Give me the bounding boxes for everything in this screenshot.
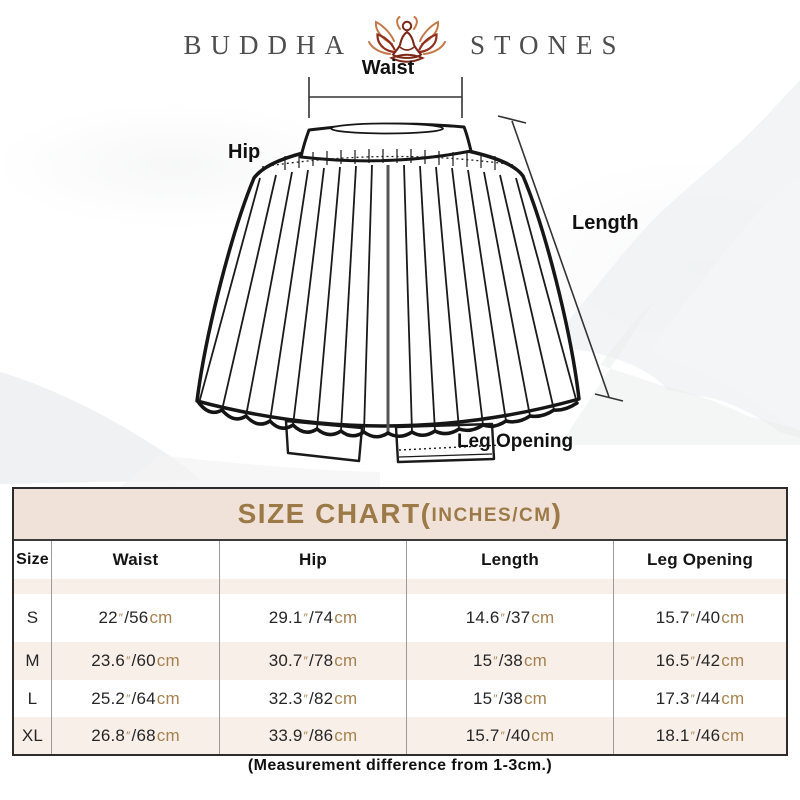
column-header-waist: Waist [52,541,220,579]
measurement-cell: 16.5 ″/42 cm [655,651,745,670]
product-diagram-section: BUDDHA STONES [0,0,800,487]
size-cell: XL [14,717,52,754]
size-chart-title-units: INCHES/CM [431,505,552,526]
measurement-cell: 26.8 ″/68 cm [52,717,220,754]
table-row-l: L 25.2 ″/64 cm 32.3 ″/82 cm 15 ″/38 cm 17.3 ″/4… [14,680,786,717]
spacer-cell [220,579,407,594]
measurement-cell: 18.1 ″/46 cm [655,725,745,745]
measurement-cell: 17.3 ″/44 cm [655,688,745,708]
column-header-hip: Hip [220,541,407,579]
column-header-length: Length [407,541,614,579]
column-header-leg-opening: Leg Opening [646,550,754,569]
measurement-cell: 22 ″/56 cm [52,594,220,642]
table-header-row: Size Waist Hip Length Leg Opening [14,541,786,579]
table-row-s: S 22 ″/56 cm 29.1 ″/74 cm 14.6 ″/37 cm 15.7 ″/4… [14,594,786,642]
table-row-m: M 23.6 ″/60 cm 30.7 ″/78 cm 15 ″/38 cm 16.5 ″/4… [14,642,786,680]
leg-opening-label: Leg Opening [456,431,574,452]
brand-word-right: STONES [469,29,626,60]
hip-label: Hip [228,141,261,163]
measurement-cell: 14.6 ″/37 cm [407,594,614,642]
measurement-cell: 15.7 ″/40 cm [655,608,745,627]
table-spacer-row [14,579,786,594]
measurement-cell: 30.7 ″/78 cm [220,642,407,680]
size-chart-title: SIZE CHART(INCHES/CM) [14,489,786,541]
size-cell: S [14,594,52,642]
measurement-note: (Measurement difference from 1-3cm.) [247,757,553,774]
lotus-meditation-icon [367,16,446,63]
measurement-cell: 33.9 ″/86 cm [220,717,407,754]
size-chart-table: SIZE CHART(INCHES/CM) Size Waist Hip Len… [12,487,788,756]
column-header-size: Size [14,541,52,579]
size-chart-title-close: ) [551,498,563,529]
measurement-cell: 25.2 ″/64 cm [52,680,220,717]
length-label: Length [572,212,639,234]
measurement-cell: 32.3 ″/82 cm [220,680,407,717]
table-row-xl: XL 26.8 ″/68 cm 33.9 ″/86 cm 15.7 ″/40 cm 18.1… [14,717,786,754]
measurement-cell: 29.1 ″/74 cm [220,594,407,642]
brand-word-left: BUDDHA [183,29,353,60]
size-chart-title-main: SIZE CHART( [237,498,432,529]
measurement-cell: 15 ″/38 cm [407,642,614,680]
spacer-cell [52,579,220,594]
measurement-cell: 23.6 ″/60 cm [52,642,220,680]
measurement-cell: 15.7 ″/40 cm [407,717,614,754]
spacer-cell [14,579,52,594]
spacer-cell [614,579,786,594]
spacer-cell [407,579,614,594]
size-cell: L [14,680,52,717]
waist-label: Waist [361,57,415,79]
size-cell: M [14,642,52,680]
brand-header: BUDDHA STONES [0,16,800,74]
measurement-cell: 15 ″/38 cm [407,680,614,717]
